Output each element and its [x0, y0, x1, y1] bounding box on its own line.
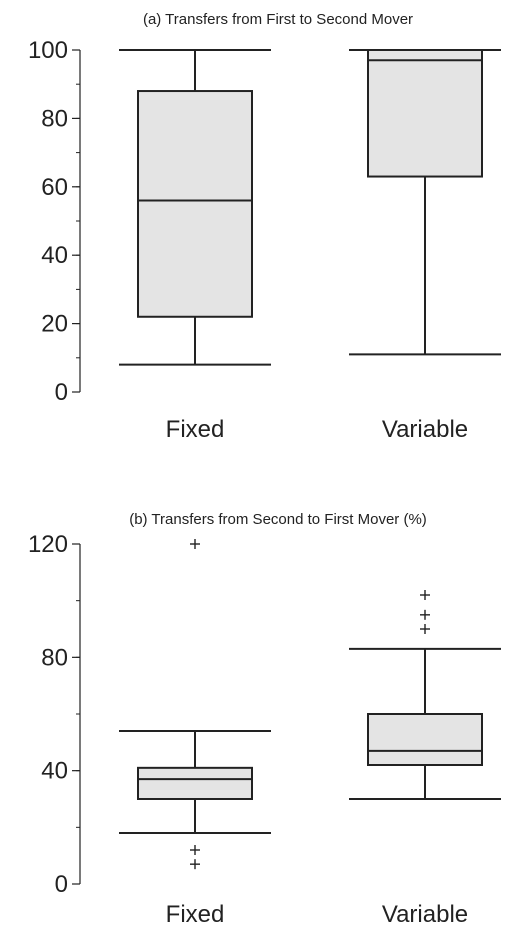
panel-b-fixed-outlier	[190, 539, 200, 549]
panel-a-fixed-box	[119, 49, 271, 366]
panel-a-title: (a) Transfers from First to Second Mover	[143, 11, 413, 28]
panel-b-variable-outlier	[420, 590, 430, 600]
panel-b-fixed-outlier	[190, 859, 200, 870]
panel-b-variable-iqr-box	[367, 713, 483, 766]
panel-b-tick-label: 0	[55, 871, 68, 898]
panel-b-tick-label: 120	[28, 531, 68, 558]
panel-a-y-axis: 0 20 40 60 80 100	[28, 37, 81, 406]
panel-b-fixed-iqr-box	[137, 766, 253, 800]
panel-b-label-fixed: Fixed	[166, 901, 225, 928]
panel-b-fixed-outlier	[190, 845, 200, 855]
panel-a-fixed-iqr-box	[137, 90, 253, 318]
panel-a-tick-label: 40	[41, 242, 68, 269]
panel-b-y-axis: 0 40 80 120	[28, 531, 81, 898]
panel-a-variable-iqr-box	[367, 49, 483, 178]
panel-b-fixed-box	[119, 539, 271, 870]
panel-b: (b) Transfers from Second to First Mover…	[28, 511, 501, 928]
panel-a-variable-box	[349, 49, 501, 356]
panel-b-variable-outlier	[420, 624, 430, 634]
panel-a-label-variable: Variable	[382, 416, 468, 443]
panel-a-tick-label: 80	[41, 105, 68, 132]
panel-a-tick-label: 20	[41, 311, 68, 338]
panel-a-boxes	[119, 49, 501, 366]
panel-b-title: (b) Transfers from Second to First Mover…	[129, 511, 427, 528]
panel-b-boxes	[119, 539, 501, 870]
panel-a-tick-label: 0	[55, 379, 68, 406]
panel-a-tick-label: 60	[41, 174, 68, 201]
panel-a-tick-label: 100	[28, 37, 68, 64]
panel-b-tick-label: 80	[41, 644, 68, 671]
panel-b-label-variable: Variable	[382, 901, 468, 928]
panel-a: (a) Transfers from First to Second Mover…	[28, 11, 501, 443]
panel-b-variable-outlier	[420, 609, 430, 620]
panel-b-variable-box	[349, 590, 501, 800]
panel-b-tick-label: 40	[41, 758, 68, 785]
panel-a-label-fixed: Fixed	[166, 416, 225, 443]
